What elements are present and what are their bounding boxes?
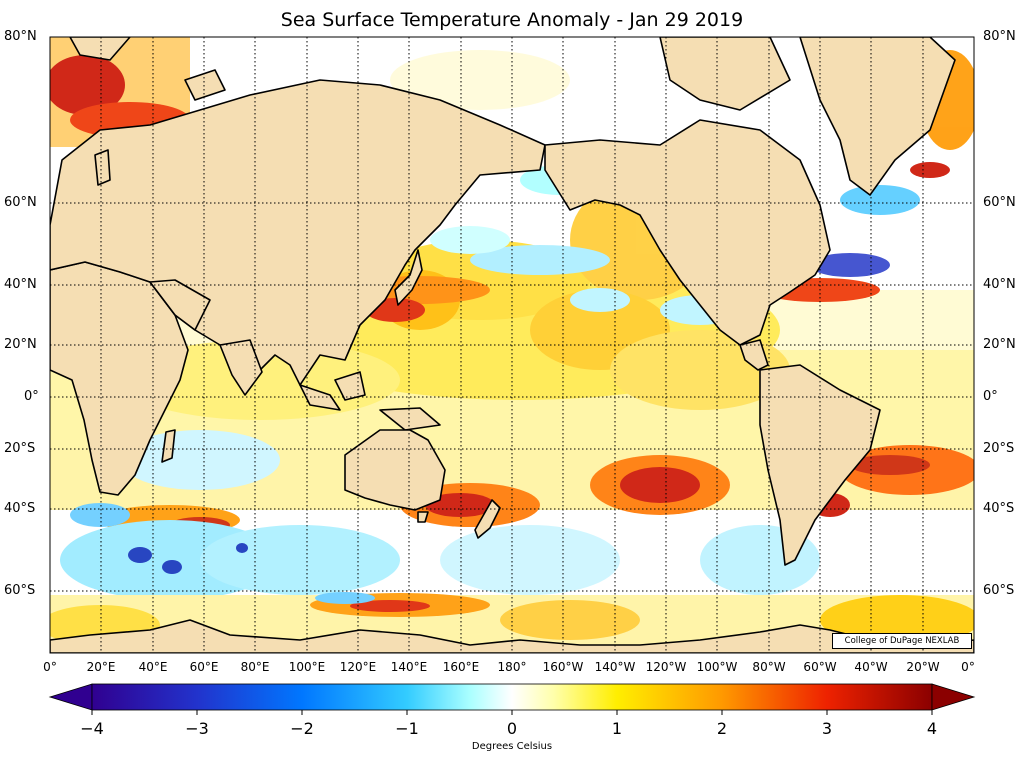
lon-label: 180° (497, 660, 527, 674)
lon-label: 140°W (594, 660, 636, 674)
lon-label: 40°E (138, 660, 168, 674)
lon-label: 160°W (542, 660, 584, 674)
lat-label-right: 60°N (983, 195, 1016, 210)
lon-label: 60°W (803, 660, 837, 674)
lat-label-left: 40°S (4, 501, 36, 516)
lat-label-left: 20°S (4, 441, 36, 456)
colorbar-max-arrow (931, 683, 976, 711)
map-title: Sea Surface Temperature Anomaly - Jan 29… (280, 9, 744, 31)
lon-label: 100°E (288, 660, 326, 674)
lon-label: 120°W (645, 660, 687, 674)
colorbar-tick-label: 1 (611, 719, 623, 738)
lat-label-right: 80°N (983, 29, 1016, 44)
land-masses (50, 37, 974, 653)
lat-label-left: 60°N (4, 195, 37, 210)
lat-label-right: 0° (983, 389, 998, 404)
lon-label: 120°E (339, 660, 377, 674)
lon-label: 40°W (854, 660, 888, 674)
lat-label-left: 0° (24, 389, 39, 404)
colorbar-tick-label: −2 (290, 719, 314, 738)
lon-label: 20°E (86, 660, 116, 674)
colorbar-label: Degrees Celsius (471, 741, 553, 752)
colorbar (48, 683, 976, 715)
lon-label: 20°W (906, 660, 940, 674)
colorbar-tick-label: 2 (716, 719, 728, 738)
colorbar-tick-label: 0 (506, 719, 518, 738)
lon-label: 0° (961, 660, 975, 674)
colorbar-tick-label: −4 (80, 719, 104, 738)
lon-label: 140°E (390, 660, 428, 674)
lat-label-right: 20°S (983, 441, 1015, 456)
colorbar-gradient (91, 683, 933, 711)
graticule (50, 37, 974, 653)
map-frame (49, 36, 975, 654)
lon-label: 60°E (189, 660, 219, 674)
credit-label: College of DuPage NEXLAB (832, 633, 972, 649)
lon-label: 160°E (442, 660, 480, 674)
lon-label: 100°W (696, 660, 738, 674)
lat-label-left: 40°N (4, 277, 37, 292)
lat-label-left: 80°N (4, 29, 37, 44)
lat-label-right: 40°S (983, 501, 1015, 516)
lat-label-left: 20°N (4, 337, 37, 352)
colorbar-tick-label: −3 (185, 719, 209, 738)
colorbar-min-arrow (48, 683, 93, 711)
lon-label: 80°W (752, 660, 786, 674)
lat-label-left: 60°S (4, 583, 36, 598)
lat-label-right: 40°N (983, 277, 1016, 292)
colorbar-tick-label: 3 (821, 719, 833, 738)
lat-label-right: 60°S (983, 583, 1015, 598)
lon-label: 80°E (240, 660, 270, 674)
colorbar-tick-label: 4 (926, 719, 938, 738)
lat-label-right: 20°N (983, 337, 1016, 352)
colorbar-tick-label: −1 (395, 719, 419, 738)
lon-label: 0° (43, 660, 57, 674)
